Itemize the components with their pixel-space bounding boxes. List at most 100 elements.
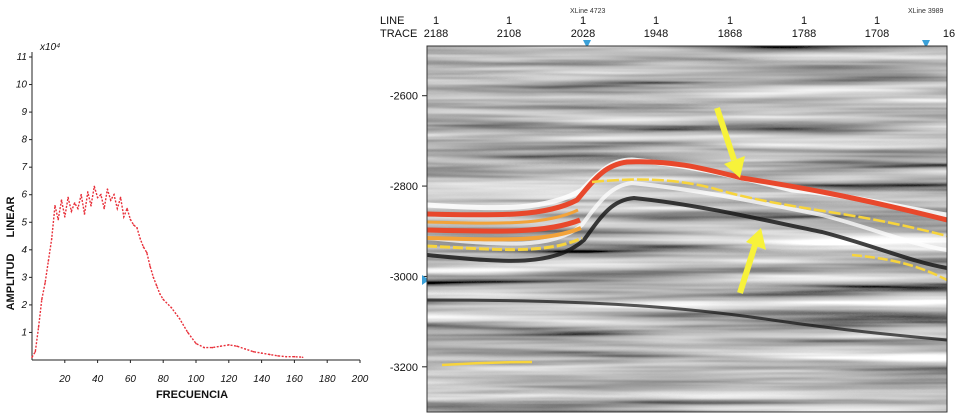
spectrum-point <box>123 215 125 218</box>
y-tick-label: 3 <box>21 272 27 283</box>
spectrum-x-ticks: 20 40 60 80 100 120 140 160 180 200 <box>58 360 369 385</box>
spectrum-point <box>155 284 158 287</box>
y-tick-label: 2 <box>20 300 27 311</box>
spectrum-point <box>77 207 79 210</box>
spectrum-point <box>301 356 304 359</box>
reflector-bright-2 <box>427 180 947 252</box>
spectrum-point <box>83 213 86 215</box>
reflector-dark-1 <box>427 195 947 270</box>
x-tick-label: 140 <box>253 374 270 385</box>
spectrum-point <box>47 260 50 262</box>
depth-tick-label: -3000 <box>390 271 418 283</box>
depth-marker <box>422 275 429 285</box>
arrow-down-head <box>724 156 745 178</box>
spectrum-point <box>187 331 189 334</box>
spectrum-point <box>285 355 288 358</box>
spectrum-point <box>109 199 112 202</box>
spectrum-point <box>203 346 205 349</box>
spectrum-point <box>73 202 76 204</box>
line-value: 1 <box>727 15 733 27</box>
arrow-up-head <box>746 228 766 250</box>
arrows <box>714 107 766 294</box>
horizon-yellow-deep <box>441 360 533 367</box>
line-value: 1 <box>801 15 807 27</box>
line-value: 1 <box>506 15 512 27</box>
amplitude-spectrum-chart: 1 2 3 4 5 6 7 8 9 10 11 20 40 60 80 100 120 140 160 180 200… <box>5 42 369 401</box>
reflector-dark-2 <box>427 298 947 342</box>
spectrum-point <box>139 238 142 240</box>
y-tick-label: 1 <box>21 327 27 338</box>
seismic-image <box>427 46 947 412</box>
trace-label: TRACE <box>380 28 417 40</box>
horizon-orange-upper <box>427 208 579 225</box>
x-tick-label: 160 <box>286 374 303 385</box>
spectrum-point <box>146 251 148 254</box>
depth-tick-label: -3200 <box>390 362 418 374</box>
spectrum-point <box>34 350 37 353</box>
spectrum-line <box>31 186 303 358</box>
x-axis-label: FRECUENCIA <box>156 389 228 401</box>
spectrum-point <box>64 215 66 218</box>
trace-value: 1708 <box>865 28 889 40</box>
arrow-up-shaft <box>737 244 758 294</box>
depth-axis: -2600 -2800 -3000 -3200 <box>390 91 427 374</box>
spectrum-point <box>152 276 155 279</box>
y-tick-label: 5 <box>21 217 27 228</box>
spectrum-y-ticks: 1 2 3 4 5 6 7 8 9 10 11 <box>16 52 32 338</box>
spectrum-point <box>50 238 53 240</box>
x-tick-label: 200 <box>351 374 369 385</box>
y-axis-label-bottom: AMPLITUD <box>5 254 17 311</box>
line-value: 1 <box>653 15 659 27</box>
trace-value: 2188 <box>424 28 448 40</box>
spectrum-point <box>119 196 122 199</box>
spectrum-point <box>132 224 135 226</box>
y-tick-label: 11 <box>17 52 27 63</box>
line-label: LINE <box>380 15 404 27</box>
y-tick-label: 4 <box>21 245 27 256</box>
trace-value: 16 <box>943 28 955 40</box>
spectrum-point <box>252 350 255 353</box>
x-tick-label: 40 <box>92 374 104 385</box>
trace-value: 2108 <box>497 28 521 40</box>
spectrum-point <box>60 199 63 202</box>
spectrum-point <box>80 193 82 196</box>
spectrum-point <box>170 306 173 309</box>
trace-value: 1788 <box>792 28 816 40</box>
trace-value: 2028 <box>571 28 595 40</box>
x-tick-label: 60 <box>125 374 137 385</box>
spectrum-point <box>93 185 96 188</box>
horizon-yellow-middle <box>427 236 583 252</box>
spectrum-point <box>106 188 109 191</box>
spectrum-point <box>260 352 263 354</box>
xline-label-1: XLine 4723 <box>570 8 606 15</box>
y-axis-label-top: LINEAR <box>5 196 17 237</box>
y-tick-label: 6 <box>21 190 27 201</box>
spectrum-point <box>96 196 99 199</box>
x-tick-label: 120 <box>220 374 237 385</box>
spectrum-point <box>149 265 151 268</box>
spectrum-series <box>31 185 304 359</box>
trace-value: 1868 <box>718 28 742 40</box>
horizon-yellow-lower <box>591 178 947 238</box>
spectrum-point <box>244 348 246 350</box>
xline-marker-1 <box>583 40 591 48</box>
horizon-red-upper <box>427 159 947 223</box>
spectrum-point <box>277 355 279 357</box>
spectrum-point <box>31 356 33 359</box>
spectrum-point <box>116 207 119 210</box>
spectrum-point <box>195 342 197 345</box>
y-tick-label: 9 <box>21 107 27 118</box>
spectrum-point <box>178 317 181 320</box>
spectrum-point <box>90 204 92 207</box>
x-tick-label: 80 <box>158 374 170 385</box>
y-tick-label: 7 <box>21 162 27 173</box>
y-multiplier-label: x10⁴ <box>39 42 60 53</box>
spectrum-axes <box>31 52 360 361</box>
spectrum-point <box>54 204 56 207</box>
spectrum-point <box>162 298 164 301</box>
x-tick-label: 20 <box>58 374 71 385</box>
line-value: 1 <box>433 15 439 27</box>
trace-value: 1948 <box>644 28 668 40</box>
spectrum-point <box>44 282 46 284</box>
